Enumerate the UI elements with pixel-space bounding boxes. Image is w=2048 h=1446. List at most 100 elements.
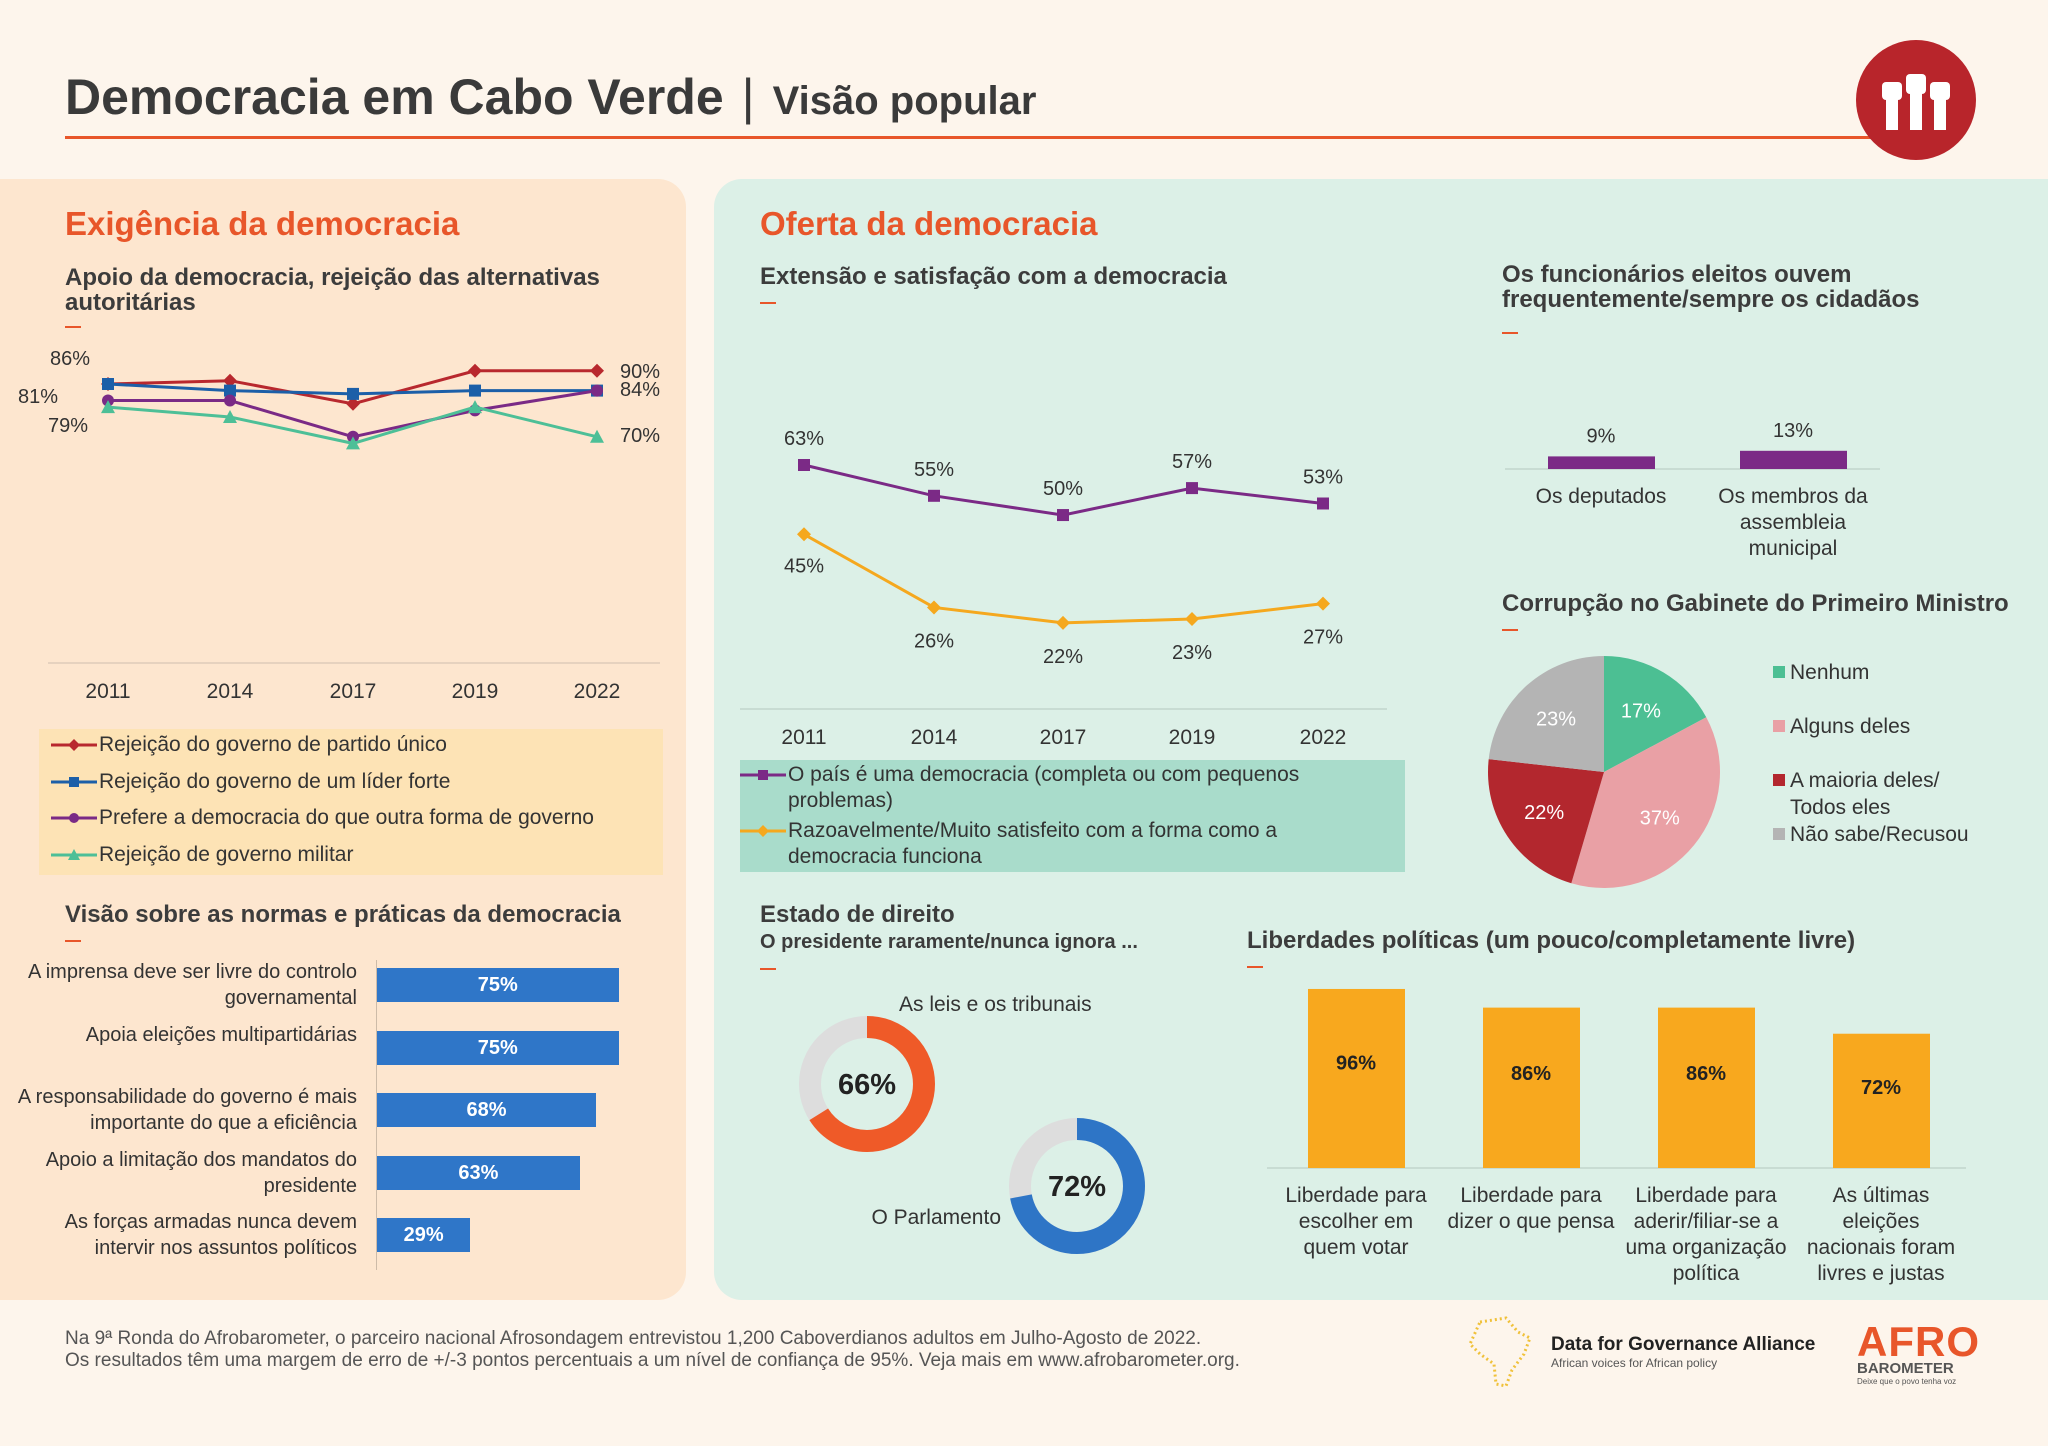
legend-item: Rejeição do governo de um líder forte	[49, 770, 450, 794]
category-label: Os membros da assembleia municipal	[1718, 485, 1868, 560]
legend-label: Rejeição do governo de partido único	[99, 733, 447, 756]
marker-diamond	[590, 363, 604, 378]
category-label: Liberdade para dizer o que pensa	[1448, 1184, 1615, 1233]
marker-square	[798, 459, 810, 471]
support-democracy-line-chart: 2011 2014 2017 2019 2022 86% 81% 79% 90%84% 70%	[18, 348, 660, 703]
bar: 75%	[377, 968, 619, 1002]
legend-item: O país é uma democracia (completa ou com…	[740, 762, 1348, 814]
data-label: 86%	[50, 348, 90, 370]
legend-label: Alguns deles	[1790, 715, 1910, 738]
data-label: 96%	[1336, 1053, 1376, 1075]
marker-diamond	[1316, 596, 1330, 611]
pie-slice	[1571, 717, 1720, 888]
marker-diamond	[927, 600, 941, 615]
marker-diamond	[1185, 612, 1199, 626]
data-label: 13%	[1773, 420, 1813, 442]
legend-label: Não sabe/Recusou	[1790, 823, 1969, 846]
category-label: Apoia eleições multipartidárias	[85, 1023, 357, 1046]
category-label: As leis e os tribunais	[899, 993, 1092, 1016]
legend-swatch	[51, 776, 97, 787]
data-label: 53%	[1303, 467, 1343, 489]
rule-of-law-donuts: 66% 72% As leis e os tribunais O Parlamento	[799, 993, 1145, 1254]
category-label: As últimas eleições nacionais foram livres …	[1807, 1184, 1955, 1285]
donut-value: 66%	[838, 1069, 896, 1101]
bar	[1740, 450, 1847, 469]
legend-label: O país é uma democracia (completa ou com…	[788, 763, 1300, 812]
corruption-pie-chart: 17% 37% 22% 23% Nenhum Alguns deles A maioria …	[1488, 656, 1969, 888]
data-label: 26%	[914, 630, 954, 652]
marker-circle	[224, 394, 236, 407]
legend-swatch	[1773, 720, 1785, 732]
slice-label: 17%	[1621, 700, 1661, 722]
legend-swatch	[740, 770, 786, 780]
marker-diamond	[68, 739, 80, 751]
marker-diamond	[797, 527, 811, 542]
marker-square	[1317, 497, 1329, 510]
x-tick-label: 2019	[1169, 726, 1216, 749]
category-label: A imprensa deve ser livre do controlo go…	[27, 961, 357, 1009]
legend-item: Rejeição do governo de partido único	[49, 733, 447, 757]
x-tick-label: 2014	[911, 726, 958, 749]
page-subtitle: Visão popular	[772, 79, 1037, 123]
category-label: Os deputados	[1536, 485, 1667, 508]
marker-circle	[591, 384, 603, 397]
marker-triangle	[590, 429, 604, 443]
bar: 68%	[377, 1093, 596, 1127]
data-label: 70%	[620, 425, 660, 447]
data-label: 84%	[620, 379, 660, 401]
legend-swatch	[1773, 828, 1785, 840]
marker-diamond	[223, 373, 237, 388]
category-label: A responsabilidade do governo é mais imp…	[17, 1086, 357, 1134]
title-dash	[65, 940, 81, 942]
marker-circle	[69, 813, 79, 823]
legend-label: Razoavelmente/Muito satisfeito com a for…	[788, 819, 1278, 868]
legend-label: A maioria deles/Todos eles	[1790, 769, 1940, 819]
chart1-title: Apoio da democracia, rejeição das altern…	[65, 264, 600, 316]
x-tick-label: 2017	[1040, 726, 1087, 749]
legend-item: Razoavelmente/Muito satisfeito com a for…	[740, 818, 1348, 870]
bar	[1308, 988, 1405, 1168]
marker-square	[928, 489, 940, 502]
data-label: 86%	[1686, 1063, 1726, 1085]
slice-label: 37%	[1640, 807, 1680, 829]
marker-diamond	[757, 825, 769, 837]
data-label: 55%	[914, 459, 954, 481]
series-line	[803, 532, 1324, 625]
partner-name: Data for Governance Alliance	[1551, 1334, 1816, 1355]
donut-fill	[799, 1016, 935, 1152]
afrobarometer-logo: AFRO	[1857, 1318, 1980, 1365]
marker-square	[224, 384, 236, 397]
category-label: Liberdade para aderir/filiar-se a uma orga…	[1625, 1184, 1786, 1285]
partner-tagline: African voices for African policy	[1551, 1356, 1718, 1370]
legend-swatch	[1773, 774, 1785, 786]
legend-label: Nenhum	[1790, 661, 1869, 684]
afrobarometer-tagline: Deixe que o povo tenha voz	[1857, 1377, 1957, 1386]
marker-diamond	[346, 396, 360, 411]
africa-map-icon	[1468, 1316, 1532, 1388]
bar	[1833, 1033, 1930, 1168]
chart6-title: Estado de direito	[760, 901, 955, 928]
legend-item: Rejeição de governo militar	[49, 843, 353, 867]
slice-label: 22%	[1524, 802, 1564, 824]
data-label: 81%	[18, 386, 58, 408]
marker-square	[758, 770, 768, 780]
data-label: 79%	[48, 415, 88, 437]
title-dash	[1247, 966, 1263, 968]
data-label: 9%	[1587, 425, 1616, 447]
pie-slice	[1488, 656, 1604, 772]
title-dash	[1502, 629, 1518, 631]
x-tick-label: 2022	[1300, 726, 1347, 749]
category-label: Apoio a limitação dos mandatos do presid…	[45, 1148, 357, 1197]
chart3-legend: O país é uma democracia (completa ou com…	[740, 760, 1405, 872]
chart3-title: Extensão e satisfação com a democracia	[760, 263, 1227, 290]
marker-triangle	[346, 436, 360, 450]
donut-value: 72%	[1048, 1171, 1106, 1203]
legend-label: Rejeição do governo de um líder forte	[99, 769, 451, 793]
data-label: 86%	[1511, 1063, 1551, 1085]
political-freedoms-bar-chart: 96% Liberdade para escolher em quem votar 86…	[1267, 988, 1966, 1285]
raised-fists-icon	[1856, 40, 1976, 160]
marker-diamond	[1056, 615, 1070, 630]
bar	[1483, 1007, 1580, 1168]
title-dash	[65, 326, 81, 328]
legend-item: Prefere a democracia do que outra forma …	[49, 806, 594, 830]
